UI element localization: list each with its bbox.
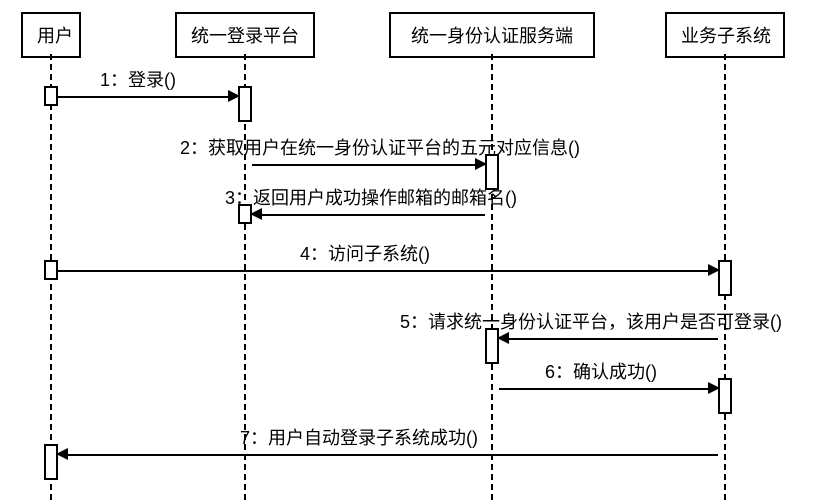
lifeline-auth bbox=[491, 54, 493, 500]
activation-subsys-4 bbox=[718, 260, 732, 296]
message-7-arrow bbox=[68, 454, 718, 456]
sequence-diagram: 用户 统一登录平台 统一身份认证服务端 业务子系统 1：登录() 2：获取用户在… bbox=[0, 0, 818, 500]
activation-user-7 bbox=[44, 444, 58, 480]
participant-label: 统一登录平台 bbox=[191, 26, 299, 46]
participant-label: 用户 bbox=[37, 26, 73, 46]
message-4-arrow bbox=[58, 270, 708, 272]
message-4-label: 4：访问子系统() bbox=[300, 240, 430, 266]
participant-label: 统一身份认证服务端 bbox=[411, 26, 573, 46]
participant-platform: 统一登录平台 bbox=[175, 12, 315, 58]
activation-platform-1 bbox=[238, 86, 252, 122]
participant-user: 用户 bbox=[21, 12, 81, 58]
message-5-arrow bbox=[509, 338, 718, 340]
message-3-label: 3：返回用户成功操作邮箱的邮箱名() bbox=[225, 184, 517, 210]
message-2-arrow bbox=[252, 164, 475, 166]
message-5-label: 5：请求统一身份认证平台，该用户是否可登录() bbox=[400, 308, 782, 334]
message-7-label: 7：用户自动登录子系统成功() bbox=[240, 424, 478, 450]
activation-auth-5 bbox=[485, 328, 499, 364]
activation-user-4 bbox=[44, 260, 58, 280]
participant-label: 业务子系统 bbox=[681, 26, 771, 46]
message-1-label: 1：登录() bbox=[100, 66, 176, 92]
message-2-label: 2：获取用户在统一身份认证平台的五元对应信息() bbox=[180, 134, 580, 160]
activation-subsys-6 bbox=[718, 378, 732, 414]
activation-platform-3 bbox=[238, 204, 252, 224]
message-6-arrow bbox=[499, 388, 708, 390]
message-6-label: 6：确认成功() bbox=[545, 358, 657, 384]
participant-subsys: 业务子系统 bbox=[665, 12, 785, 58]
message-3-arrow bbox=[262, 214, 485, 216]
activation-user-1 bbox=[44, 86, 58, 106]
message-1-arrow bbox=[58, 96, 228, 98]
participant-auth: 统一身份认证服务端 bbox=[389, 12, 595, 58]
